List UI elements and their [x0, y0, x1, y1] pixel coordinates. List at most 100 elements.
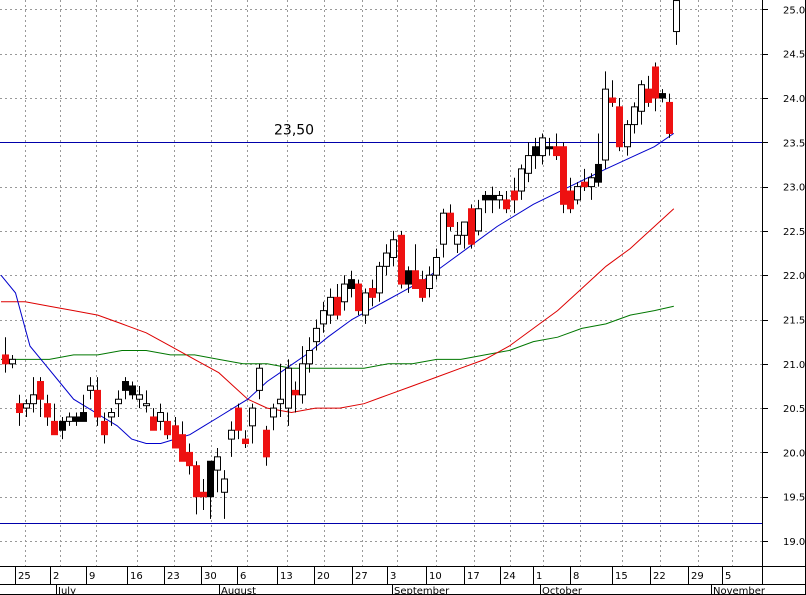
candle-body: [2, 354, 9, 365]
candle: [51, 403, 58, 436]
x-tick-label: 23: [167, 571, 180, 582]
candle: [525, 142, 532, 183]
candle-body: [638, 84, 645, 112]
candle-body: [440, 212, 447, 245]
candle-body: [263, 429, 270, 458]
candle: [355, 279, 362, 316]
candle-body: [447, 212, 454, 227]
candle-body: [37, 381, 44, 400]
month-label: September: [394, 586, 450, 595]
candle: [320, 301, 327, 333]
candle: [489, 186, 496, 214]
candle: [270, 403, 277, 431]
candle-body: [115, 398, 122, 405]
candle-body: [207, 460, 214, 498]
x-tick-label: 8: [573, 571, 579, 582]
candle-body: [299, 363, 306, 396]
ma-mid-line: [1, 208, 675, 414]
candle: [673, 0, 680, 45]
candle-body: [200, 491, 207, 498]
candle: [179, 421, 186, 462]
candle-body: [221, 478, 228, 493]
candle: [348, 270, 355, 298]
candle: [172, 416, 179, 449]
candle: [475, 199, 482, 236]
grid-lines: [0, 0, 762, 566]
candle: [631, 102, 638, 134]
candle-body: [405, 270, 412, 285]
candle-body: [193, 465, 200, 498]
candle-body: [143, 403, 150, 407]
candle: [277, 363, 284, 417]
candle: [214, 447, 221, 493]
candle: [341, 275, 348, 311]
candle: [94, 377, 101, 426]
candle-body: [228, 429, 235, 440]
x-tick-label: 15: [615, 571, 628, 582]
candle-body: [496, 194, 503, 201]
month-label: July: [57, 586, 76, 595]
candle-body: [482, 194, 489, 201]
candle-body: [560, 146, 567, 205]
candle-body: [645, 88, 652, 103]
candle: [539, 133, 546, 165]
y-tick-label: 22.0: [783, 271, 805, 282]
ma-long-line: [1, 305, 674, 369]
candle: [532, 137, 539, 169]
candle-body: [164, 420, 171, 436]
y-tick-label: 19.5: [783, 493, 805, 504]
candle-body: [242, 438, 249, 445]
candle: [362, 288, 369, 324]
candle-body: [518, 168, 525, 192]
candle: [616, 98, 623, 152]
candle-body: [277, 398, 284, 405]
candle: [101, 412, 108, 444]
x-tick-label: 13: [280, 571, 293, 582]
candle: [602, 71, 609, 169]
candle: [136, 385, 143, 409]
y-tick-label: 19.0: [783, 537, 805, 548]
x-tick-label: 10: [429, 571, 442, 582]
candles: [2, 0, 680, 519]
x-tick-label: 22: [653, 571, 666, 582]
candle-body: [595, 163, 602, 183]
candle-body: [30, 394, 37, 405]
candle: [87, 377, 94, 400]
candle-body: [16, 403, 23, 414]
candle-body: [390, 239, 397, 258]
candle: [299, 346, 306, 404]
x-tick-label: 5: [725, 571, 731, 582]
candle-body: [51, 420, 58, 436]
candle: [37, 377, 44, 417]
candle-body: [355, 283, 362, 312]
candle: [263, 425, 270, 466]
candle-body: [129, 385, 136, 396]
candle-body: [256, 367, 263, 391]
x-tick-label: 2: [53, 571, 59, 582]
candle-body: [73, 416, 80, 422]
candle: [419, 270, 426, 302]
candle: [503, 191, 510, 214]
candle: [383, 244, 390, 276]
candle-body: [157, 412, 164, 422]
candle: [115, 390, 122, 417]
candle-body: [588, 177, 595, 188]
x-tick-label: 25: [18, 571, 31, 582]
candle-body: [9, 358, 16, 365]
candle-body: [94, 389, 101, 418]
candle: [73, 412, 80, 426]
candle-body: [327, 296, 334, 316]
candle-body: [426, 274, 433, 289]
x-tick-label: 29: [691, 571, 704, 582]
candle-body: [320, 310, 327, 325]
x-tick-label: 9: [89, 571, 95, 582]
candle-body: [362, 292, 369, 316]
y-tick-label: 20.5: [783, 404, 805, 415]
candle-body: [87, 385, 94, 391]
candle: [595, 133, 602, 187]
candle: [518, 164, 525, 200]
candle-body: [285, 367, 292, 409]
candle: [468, 204, 475, 249]
candle-body: [652, 66, 659, 99]
